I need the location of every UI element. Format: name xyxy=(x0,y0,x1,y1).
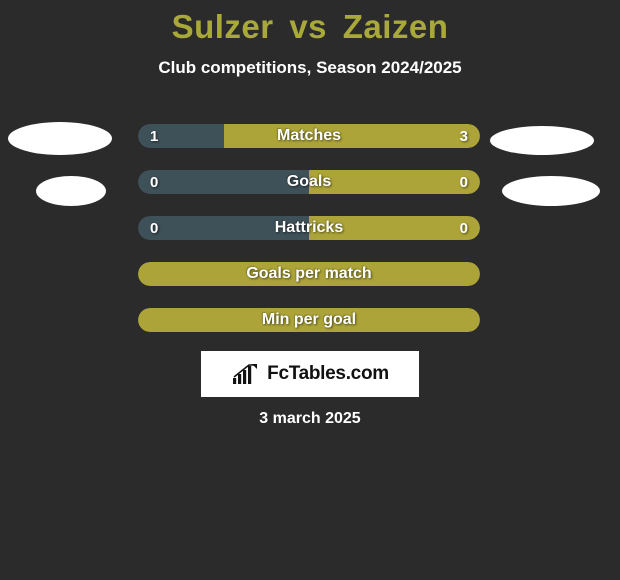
player-right-cloud-1 xyxy=(490,126,594,155)
fctables-logo-icon xyxy=(231,362,263,386)
watermark-brand-bold: Fc xyxy=(267,363,289,384)
player-left-name: Sulzer xyxy=(172,8,274,45)
stat-row-gpm: Goals per match xyxy=(138,262,480,286)
player-left-cloud-2 xyxy=(36,176,106,206)
date-text: 3 march 2025 xyxy=(0,410,620,428)
stat-row-mpg: Min per goal xyxy=(138,308,480,332)
stat-label: Matches xyxy=(138,124,480,148)
stat-row-goals: Goals0 0 xyxy=(138,170,480,194)
player-left-cloud-1 xyxy=(8,122,112,155)
stat-label: Hattricks xyxy=(138,216,480,240)
comparison-area: Matches13Goals00Hattricks00Goals per mat… xyxy=(0,102,620,362)
vs-separator: vs xyxy=(289,8,327,45)
stat-value-right: 0 xyxy=(448,216,480,240)
stat-value-left: 0 xyxy=(138,216,170,240)
page-title: Sulzer vs Zaizen xyxy=(0,8,620,46)
stat-row-hattricks: Hattricks0 0 xyxy=(138,216,480,240)
player-right-name: Zaizen xyxy=(343,8,449,45)
stat-label: Min per goal xyxy=(138,308,480,332)
stat-row-matches: Matches1 3 xyxy=(138,124,480,148)
stat-label: Goals per match xyxy=(138,262,480,286)
stat-value-right: 0 xyxy=(448,170,480,194)
watermark-brand: FcTables.com xyxy=(267,363,389,385)
watermark: FcTables.com xyxy=(201,351,419,397)
player-right-cloud-2 xyxy=(502,176,600,206)
stat-value-right: 3 xyxy=(448,124,480,148)
watermark-brand-rest: Tables.com xyxy=(289,363,389,384)
subtitle: Club competitions, Season 2024/2025 xyxy=(0,58,620,78)
comparison-card: Sulzer vs Zaizen Club competitions, Seas… xyxy=(0,0,620,580)
stat-label: Goals xyxy=(138,170,480,194)
stat-value-left: 1 xyxy=(138,124,170,148)
stat-bars: Matches13Goals00Hattricks00Goals per mat… xyxy=(138,124,480,354)
stat-value-left: 0 xyxy=(138,170,170,194)
